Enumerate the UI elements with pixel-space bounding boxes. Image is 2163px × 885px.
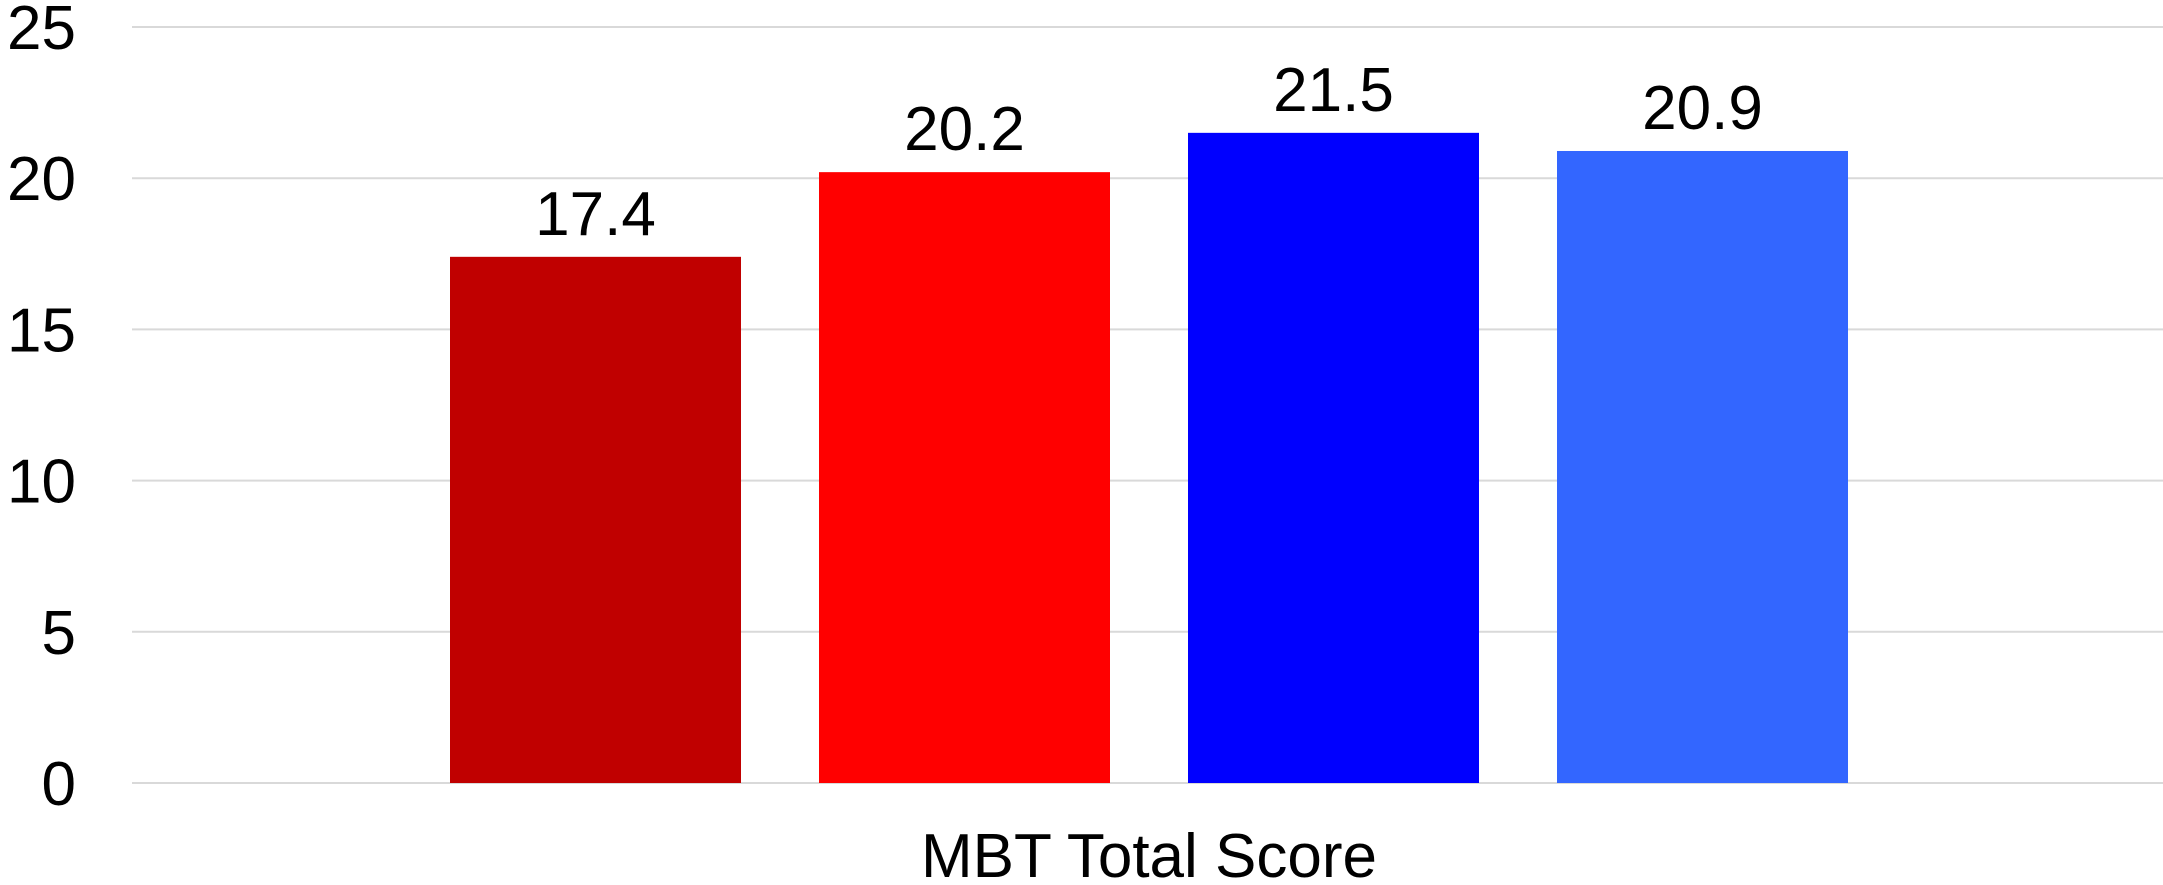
- y-tick-label: 25: [7, 0, 76, 63]
- bar: [1188, 132, 1479, 784]
- bar: [450, 256, 741, 784]
- data-labels: 17.4 20.2 21.5 20.9: [535, 56, 1763, 249]
- bar: [1557, 150, 1848, 783]
- y-axis-tick-labels: 0 5 10 15 20 25: [7, 0, 76, 819]
- bar-value-label: 20.2: [904, 95, 1025, 164]
- bar-value-label: 17.4: [535, 180, 656, 249]
- y-tick-label: 0: [42, 750, 76, 819]
- y-tick-label: 10: [7, 448, 76, 517]
- y-tick-label: 5: [42, 599, 76, 668]
- bar: [819, 172, 1110, 784]
- y-tick-label: 15: [7, 296, 76, 365]
- y-tick-label: 20: [7, 145, 76, 214]
- gridlines: [132, 26, 2163, 784]
- bars: [450, 132, 1848, 784]
- bar-value-label: 20.9: [1642, 74, 1763, 143]
- bar-value-label: 21.5: [1273, 56, 1394, 125]
- category-label: MBT Total Score: [921, 822, 1377, 885]
